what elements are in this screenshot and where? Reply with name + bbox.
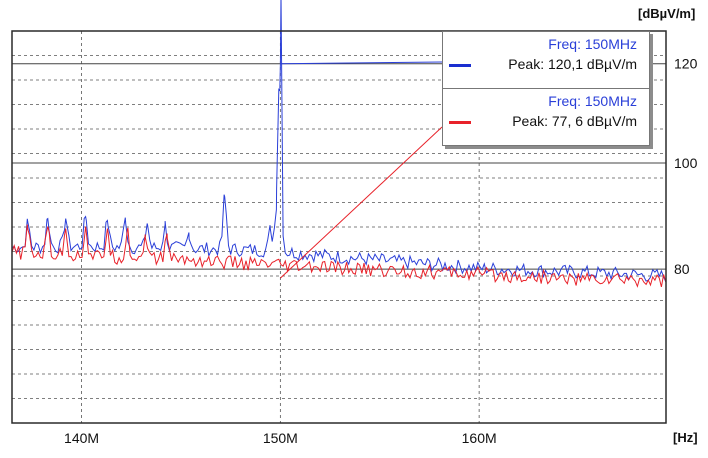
- y-tick-label: 80: [674, 261, 690, 277]
- grid-lines: [12, 31, 666, 423]
- x-tick-label: 160M: [462, 430, 497, 446]
- marker-frequency-label: Freq: 150MHz: [548, 36, 637, 52]
- red-trace-marker-box: Freq: 150MHz Peak: 77, 6 dBµV/m: [442, 88, 650, 146]
- blue-trace-swatch: [449, 64, 471, 67]
- plot-frame: [11, 30, 667, 424]
- blue-trace-marker-box: Freq: 150MHz Peak: 120,1 dBµV/m: [442, 31, 650, 89]
- red-trace-swatch: [449, 121, 471, 124]
- y-tick-label: 120: [674, 56, 698, 72]
- x-axis-unit-label: [Hz]: [673, 430, 698, 445]
- y-axis-unit-label: [dBµV/m]: [638, 6, 696, 21]
- marker-leader-lines: [280, 61, 443, 279]
- y-tick-label: 100: [674, 155, 698, 171]
- x-tick-label: 150M: [263, 430, 298, 446]
- trace-line: [11, 224, 667, 288]
- axis-tick-labels: 140M 150M 160M 80 100 120: [64, 56, 698, 446]
- marker-peak-label: Peak: 77, 6 dBµV/m: [512, 113, 637, 129]
- marker-frequency-label: Freq: 150MHz: [548, 93, 637, 109]
- data-series: [11, 0, 667, 288]
- blue-marker-leader-line: [280, 61, 443, 65]
- marker-peak-label: Peak: 120,1 dBµV/m: [508, 56, 637, 72]
- x-tick-label: 140M: [64, 430, 99, 446]
- red-marker-leader-line: [280, 126, 443, 279]
